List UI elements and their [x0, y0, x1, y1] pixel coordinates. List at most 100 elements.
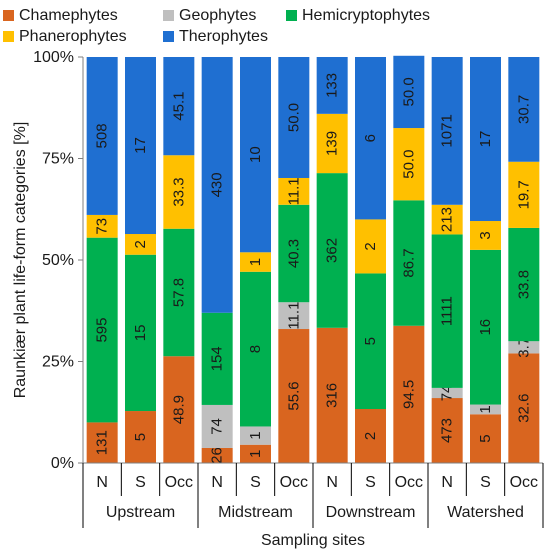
x-tick-label: Occ [165, 474, 193, 491]
bar-segment-chamephytes [86, 422, 118, 463]
legend-swatch-hemicryptophytes [286, 10, 297, 21]
bar-segment-phanerophytes [316, 113, 348, 174]
bar-segment-chamephytes [201, 447, 233, 463]
legend-label-hemicryptophytes: Hemicryptophytes [302, 7, 430, 24]
data-label-geophytes: 1 [247, 431, 264, 439]
legend-label-phanerophytes: Phanerophytes [19, 28, 127, 45]
x-tick-label: S [250, 474, 261, 491]
bar-segment-chamephytes [278, 329, 310, 463]
data-label-chamephytes: 473 [439, 418, 456, 443]
data-label-chamephytes: 32.6 [515, 394, 532, 423]
bar-segment-hemicryptophytes [201, 312, 233, 405]
bar-segment-therophytes [201, 57, 233, 313]
bar-segment-hemicryptophytes [508, 227, 540, 342]
data-label-hemicryptophytes: 86.7 [400, 248, 417, 277]
bar-segment-phanerophytes [86, 214, 118, 238]
bar-segment-phanerophytes [431, 204, 463, 235]
legend-swatch-therophytes [163, 31, 174, 42]
data-label-geophytes: 74 [209, 418, 226, 435]
bar-segment-chamephytes [393, 325, 425, 463]
x-tick-label: N [326, 474, 338, 491]
bar-segment-phanerophytes [125, 234, 156, 255]
data-label-therophytes: 133 [324, 73, 341, 98]
data-label-phanerophytes: 213 [439, 207, 456, 232]
data-label-phanerophytes: 73 [94, 218, 111, 235]
bar-segment-hemicryptophytes [355, 273, 386, 410]
x-tick-label: S [135, 474, 146, 491]
bar-segment-phanerophytes [240, 252, 271, 272]
data-label-chamephytes: 55.6 [285, 381, 302, 410]
data-label-hemicryptophytes: 5 [362, 337, 379, 345]
x-axis-title: Sampling sites [261, 532, 365, 549]
bar-segment-hemicryptophytes [431, 234, 463, 388]
data-label-phanerophytes: 2 [362, 242, 379, 250]
data-label-therophytes: 17 [132, 137, 149, 154]
legend-label-chamephytes: Chamephytes [19, 7, 118, 24]
data-label-phanerophytes: 11.1 [285, 177, 302, 205]
bar-segment-geophytes [431, 387, 463, 399]
y-tick-label: 100% [33, 49, 74, 66]
legend-swatch-geophytes [163, 10, 174, 21]
x-tick-label: N [211, 474, 223, 491]
data-label-therophytes: 1071 [439, 114, 456, 147]
bar-segment-phanerophytes [163, 155, 195, 229]
bar-segment-therophytes [508, 57, 540, 162]
x-tick-label: S [365, 474, 376, 491]
data-label-geophytes: 3.7 [515, 337, 532, 358]
y-tick-label: 0% [51, 455, 74, 472]
x-tick-label: Occ [395, 474, 423, 491]
bar-segment-therophytes [355, 57, 386, 220]
data-label-hemicryptophytes: 8 [247, 345, 264, 353]
data-label-therophytes: 17 [477, 131, 494, 148]
bar-segment-therophytes [278, 57, 310, 178]
data-label-hemicryptophytes: 1111 [439, 296, 456, 326]
bar-segment-phanerophytes [470, 221, 501, 250]
bar-segment-chamephytes [163, 356, 195, 463]
bar-segment-therophytes [125, 57, 156, 235]
bar-segment-hemicryptophytes [125, 254, 156, 412]
group-label-midstream: Midstream [218, 504, 293, 521]
data-label-chamephytes: 5 [132, 433, 149, 441]
bar-segment-therophytes [431, 57, 463, 205]
data-label-chamephytes: 2 [362, 432, 379, 440]
bar-segment-phanerophytes [508, 161, 540, 228]
data-label-phanerophytes: 139 [324, 131, 341, 156]
legend-label-therophytes: Therophytes [179, 28, 268, 45]
legend-swatch-chamephytes [3, 10, 14, 21]
data-label-chamephytes: 5 [477, 434, 494, 442]
data-label-therophytes: 508 [94, 123, 111, 148]
legend-swatch-phanerophytes [3, 31, 14, 42]
bar-segment-therophytes [470, 57, 501, 222]
legend-label-geophytes: Geophytes [179, 7, 256, 24]
bar-segment-hemicryptophytes [316, 173, 348, 328]
bar-segment-geophytes [470, 404, 501, 415]
bar-segment-hemicryptophytes [163, 228, 195, 357]
x-tick-label: N [96, 474, 108, 491]
data-label-therophytes: 430 [209, 172, 226, 197]
bar-segment-geophytes [278, 302, 310, 330]
bar-segment-hemicryptophytes [470, 249, 501, 405]
bar-segment-therophytes [163, 57, 195, 156]
data-label-geophytes: 1 [477, 405, 494, 413]
data-label-hemicryptophytes: 33.8 [515, 270, 532, 299]
data-label-chamephytes: 1 [247, 450, 264, 458]
data-label-phanerophytes: 33.3 [170, 177, 187, 206]
data-label-hemicryptophytes: 595 [94, 318, 111, 343]
group-label-watershed: Watershed [447, 504, 524, 521]
bar-segment-hemicryptophytes [240, 271, 271, 427]
bar-segment-therophytes [86, 57, 118, 215]
data-label-therophytes: 10 [247, 146, 264, 163]
bar-segment-geophytes [508, 341, 540, 354]
group-label-downstream: Downstream [326, 504, 416, 521]
data-label-therophytes: 50.0 [285, 103, 302, 132]
bar-segment-chamephytes [240, 444, 271, 463]
data-label-therophytes: 50.0 [400, 77, 417, 106]
data-label-hemicryptophytes: 154 [209, 346, 226, 371]
data-label-chamephytes: 316 [324, 383, 341, 408]
y-tick-label: 50% [42, 252, 74, 269]
data-label-phanerophytes: 2 [132, 240, 149, 248]
data-label-hemicryptophytes: 16 [477, 319, 494, 336]
data-label-phanerophytes: 50.0 [400, 150, 417, 179]
